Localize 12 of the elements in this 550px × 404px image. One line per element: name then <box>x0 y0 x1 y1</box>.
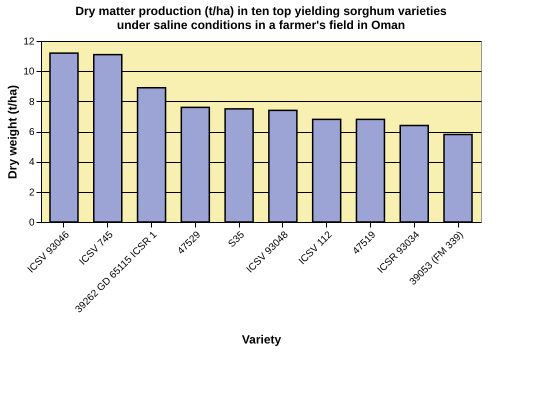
y-tick-label: 4 <box>28 157 35 168</box>
y-tick-label: 12 <box>23 36 35 48</box>
text: under saline conditions in a farmer's field in Oman <box>116 18 406 32</box>
y-tick-label: 8 <box>28 96 35 108</box>
y-tick-label: 6 <box>28 127 35 138</box>
y-tick-label: 2 <box>28 187 35 198</box>
x-axis-title: Variety <box>242 332 282 347</box>
y-tick-label: 10 <box>23 66 35 78</box>
y-tick-label: 0 <box>28 218 35 228</box>
text: Dry matter production (t/ha) in ten top yielding sorghum varieties <box>75 4 447 18</box>
x-tick-label: S35 <box>226 229 248 250</box>
y-axis-title: Dry weight (t/ha) <box>5 84 20 180</box>
